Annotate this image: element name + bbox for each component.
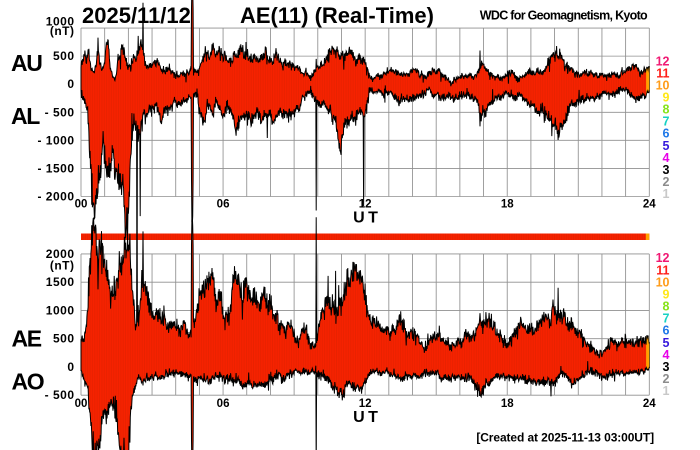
svg-text:500: 500 — [53, 332, 75, 346]
svg-text:[Created at 2025-11-13 03:00UT: [Created at 2025-11-13 03:00UT] — [476, 431, 654, 445]
svg-text:1000: 1000 — [46, 303, 75, 317]
svg-text:(nT): (nT) — [50, 259, 75, 273]
svg-text:- 500: - 500 — [45, 388, 75, 402]
svg-text:11: 11 — [656, 263, 669, 277]
svg-text:00: 00 — [75, 398, 88, 410]
svg-text:- 1500: - 1500 — [37, 162, 74, 176]
svg-text:- 2000: - 2000 — [37, 190, 74, 204]
svg-text:10: 10 — [656, 79, 670, 93]
svg-text:9: 9 — [663, 91, 670, 105]
svg-text:WDC for Geomagnetism, Kyoto: WDC for Geomagnetism, Kyoto — [480, 9, 648, 23]
svg-text:06: 06 — [217, 398, 230, 410]
svg-text:9: 9 — [663, 287, 670, 301]
svg-text:- 1000: - 1000 — [37, 133, 74, 147]
svg-text:12: 12 — [656, 54, 670, 68]
svg-text:12: 12 — [359, 199, 372, 211]
svg-text:18: 18 — [501, 398, 514, 410]
svg-text:2: 2 — [663, 175, 670, 189]
svg-text:6: 6 — [663, 324, 670, 338]
svg-text:(nT): (nT) — [50, 24, 75, 38]
svg-text:1: 1 — [663, 187, 670, 201]
svg-text:1: 1 — [663, 384, 670, 398]
svg-text:2: 2 — [663, 372, 670, 386]
svg-text:7: 7 — [663, 312, 670, 326]
svg-text:2025/11/12: 2025/11/12 — [82, 3, 191, 28]
svg-text:AL: AL — [11, 103, 40, 129]
svg-text:3: 3 — [663, 360, 670, 374]
svg-text:U T: U T — [353, 210, 378, 227]
svg-text:6: 6 — [663, 127, 670, 141]
svg-text:12: 12 — [359, 398, 372, 410]
svg-text:8: 8 — [663, 300, 670, 314]
svg-text:1000: 1000 — [46, 15, 75, 29]
svg-text:7: 7 — [663, 115, 670, 129]
svg-text:3: 3 — [663, 163, 670, 177]
svg-text:5: 5 — [663, 139, 670, 153]
svg-text:AO: AO — [12, 368, 44, 394]
svg-text:12: 12 — [656, 251, 670, 265]
svg-text:4: 4 — [663, 348, 670, 362]
svg-text:06: 06 — [217, 199, 230, 211]
svg-text:AE(11) (Real-Time): AE(11) (Real-Time) — [240, 3, 434, 28]
svg-text:2000: 2000 — [46, 247, 75, 261]
svg-text:00: 00 — [75, 199, 88, 211]
svg-text:- 500: - 500 — [45, 105, 75, 119]
svg-text:500: 500 — [53, 49, 75, 63]
svg-text:4: 4 — [663, 151, 670, 165]
svg-text:8: 8 — [663, 103, 670, 117]
svg-text:U T: U T — [353, 409, 378, 426]
svg-text:11: 11 — [656, 66, 669, 80]
svg-text:1500: 1500 — [46, 275, 75, 289]
svg-text:10: 10 — [656, 275, 670, 289]
svg-text:5: 5 — [663, 336, 670, 350]
svg-text:24: 24 — [643, 199, 656, 211]
svg-text:24: 24 — [643, 398, 656, 410]
svg-text:0: 0 — [67, 77, 74, 91]
svg-text:18: 18 — [501, 199, 514, 211]
svg-text:AE: AE — [12, 325, 42, 351]
svg-text:0: 0 — [67, 360, 74, 374]
svg-text:AU: AU — [11, 50, 42, 76]
